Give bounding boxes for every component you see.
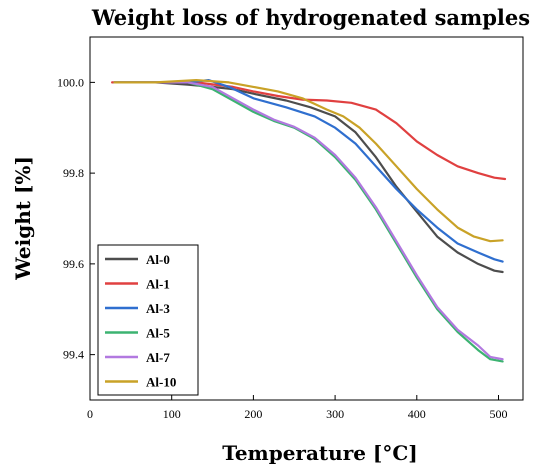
x-tick-label: 400: [408, 407, 426, 421]
legend-box: [97, 244, 199, 396]
y-tick-label: 99.6: [63, 257, 84, 271]
x-tick-label: 300: [326, 407, 344, 421]
legend: Al-0 Al-1 Al-3 Al-5 Al-7 Al-10: [97, 244, 199, 396]
legend-label-al-1: Al-1: [146, 277, 170, 292]
legend-label-al-5: Al-5: [146, 326, 170, 341]
y-axis-label: Weight [%]: [11, 156, 35, 281]
y-axis: 99.4 99.6 99.8 100.0: [57, 75, 95, 362]
series-lines: [110, 78, 507, 363]
chart-title: Weight loss of hydrogenated samples: [91, 5, 530, 30]
legend-label-al-10: Al-10: [146, 375, 176, 390]
legend-label-al-3: Al-3: [146, 301, 170, 316]
series-line-al-5: [113, 81, 504, 363]
series-line-al-10: [113, 78, 504, 243]
x-axis: 0 100 200 300 400 500: [87, 395, 507, 421]
y-tick-label: 99.8: [63, 166, 84, 180]
x-tick-label: 100: [163, 407, 181, 421]
y-tick-label: 100.0: [57, 75, 84, 89]
legend-label-al-0: Al-0: [146, 252, 170, 267]
x-tick-label: 200: [244, 407, 262, 421]
x-axis-label: Temperature [°C]: [222, 441, 418, 465]
series-line-al-1: [110, 81, 507, 181]
legend-label-al-7: Al-7: [146, 350, 170, 365]
x-tick-label: 0: [87, 407, 93, 421]
y-tick-label: 99.4: [63, 348, 84, 362]
x-tick-label: 500: [489, 407, 507, 421]
series-line-al-7: [113, 81, 504, 361]
